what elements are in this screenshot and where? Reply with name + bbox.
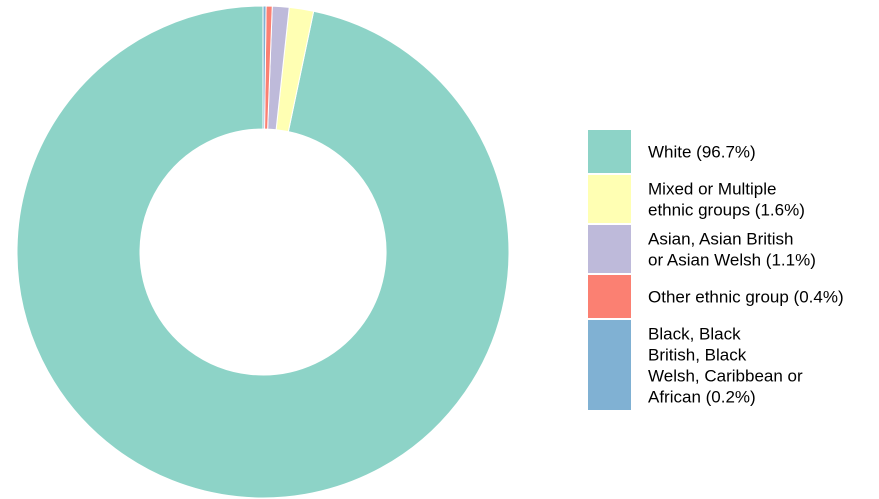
legend-label-4: Black, Black British, Black Welsh, Caribbe… — [648, 325, 803, 407]
chart-legend: White (96.7%) Mixed or Multiple ethnic gro… — [588, 130, 844, 410]
legend-item-3: Other ethnic group (0.4%) — [588, 275, 844, 318]
legend-label-line: or Asian Welsh (1.1%) — [648, 251, 816, 270]
legend-item-0: White (96.7%) — [588, 130, 756, 173]
legend-label-3: Other ethnic group (0.4%) — [648, 288, 844, 307]
legend-label-line: Black, Black — [648, 325, 741, 344]
legend-item-4: Black, Black British, Black Welsh, Caribbe… — [588, 320, 803, 410]
legend-label-line: Asian, Asian British — [648, 230, 794, 249]
legend-swatch-1 — [588, 175, 631, 223]
legend-item-1: Mixed or Multiple ethnic groups (1.6%) — [588, 175, 805, 223]
legend-label-line: Other ethnic group (0.4%) — [648, 288, 844, 307]
legend-item-2: Asian, Asian British or Asian Welsh (1.1%… — [588, 225, 816, 273]
legend-swatch-2 — [588, 225, 631, 273]
slice-0 — [16, 5, 510, 499]
legend-label-line: White (96.7%) — [648, 143, 756, 162]
donut-slices — [16, 5, 510, 499]
legend-label-2: Asian, Asian British or Asian Welsh (1.1%… — [648, 230, 816, 270]
legend-swatch-4 — [588, 320, 631, 410]
legend-swatch-0 — [588, 130, 631, 173]
slice-1 — [275, 6, 315, 133]
legend-label-line: Welsh, Caribbean or — [648, 367, 803, 386]
slice-4 — [262, 5, 267, 130]
legend-label-1: Mixed or Multiple ethnic groups (1.6%) — [648, 180, 805, 220]
legend-label-0: White (96.7%) — [648, 143, 756, 162]
legend-label-line: ethnic groups (1.6%) — [648, 201, 805, 220]
legend-label-line: British, Black — [648, 346, 747, 365]
slice-2 — [267, 5, 290, 131]
legend-swatch-3 — [588, 275, 631, 318]
legend-label-line: Mixed or Multiple — [648, 180, 777, 199]
legend-label-line: African (0.2%) — [648, 388, 756, 407]
